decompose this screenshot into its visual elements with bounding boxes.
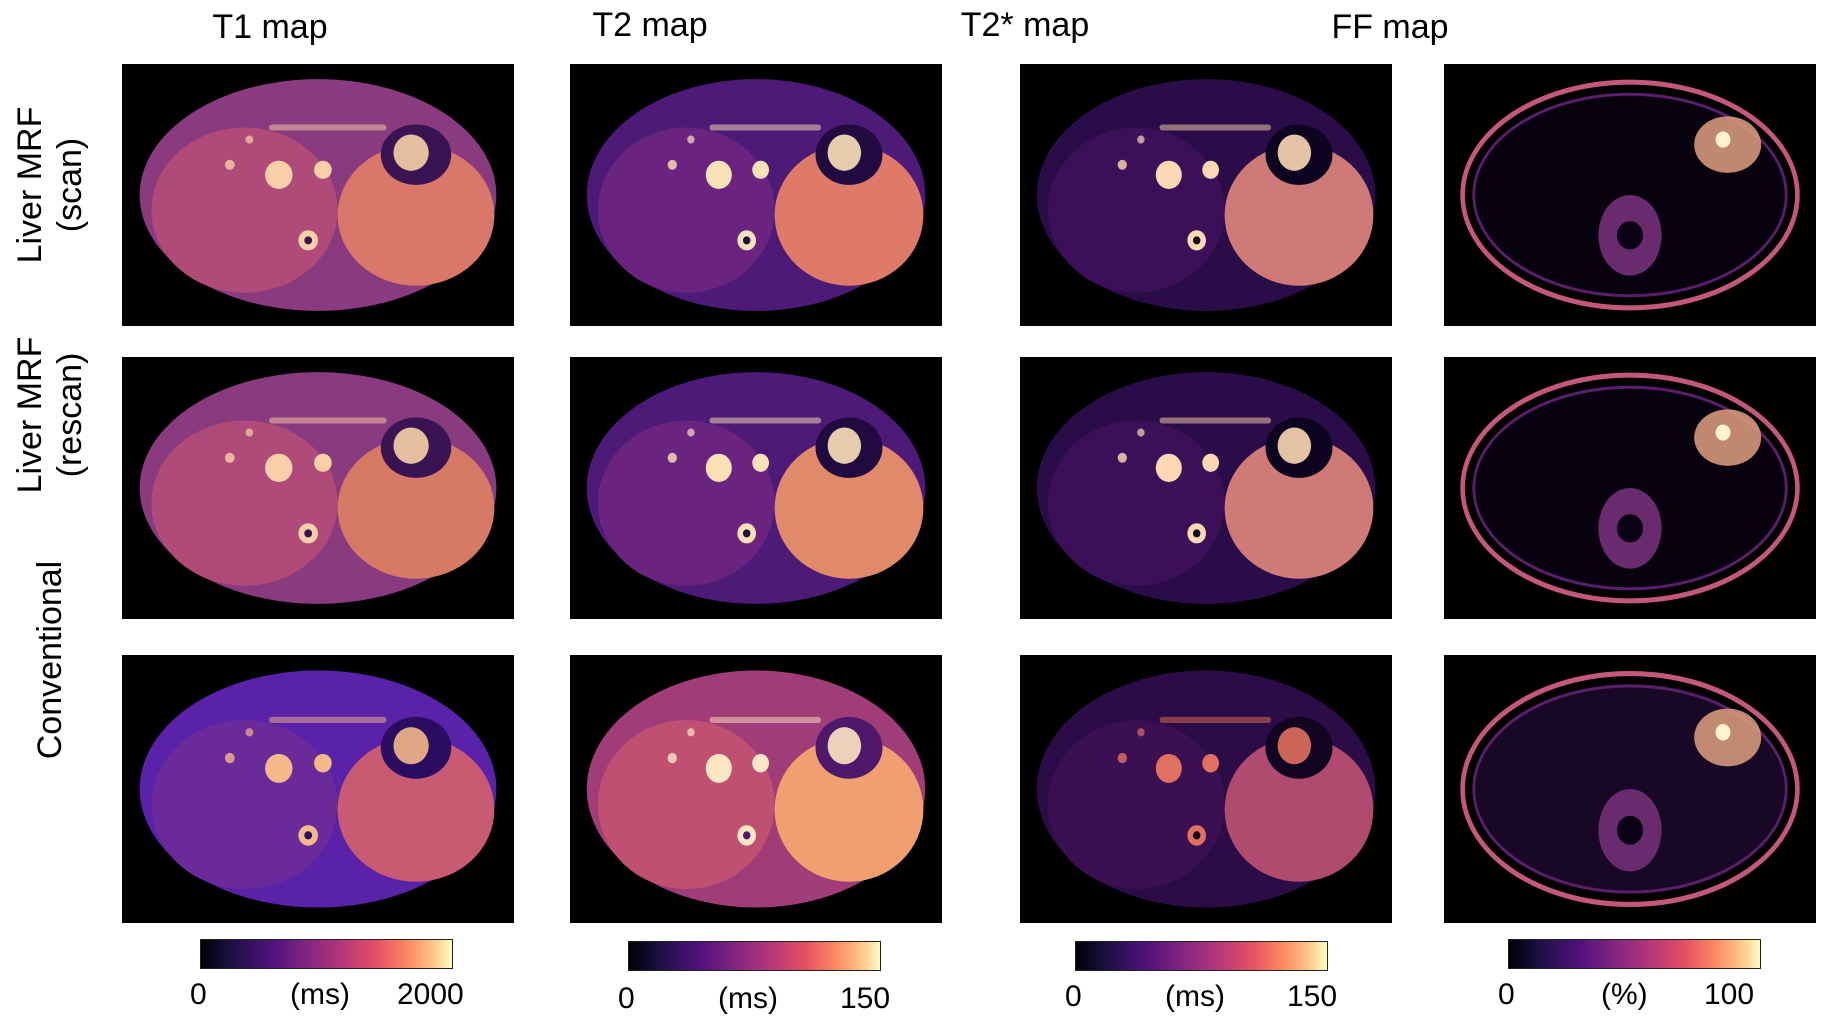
colorbar-ff [1508,939,1761,969]
image-panel-t1-scan [122,64,514,326]
column-title-t2star: T2* map [960,6,1090,44]
colorbar-t1-unit: (ms) [290,978,350,1011]
row-label-rescan: Liver MRF (rescan) [10,285,90,545]
row-label-rescan-line2: (rescan) [51,352,89,478]
column-title-t1: T1 map [212,8,328,46]
row-label-scan: Liver MRF (scan) [10,55,90,315]
colorbar-t2star-unit: (ms) [1165,980,1225,1013]
colorbar-t2-unit: (ms) [718,982,778,1015]
image-panel-t2star-rescan [1020,357,1392,619]
image-panel-t2-rescan [570,357,942,619]
colorbar-t1-min: 0 [190,978,207,1011]
column-title-t2: T2 map [592,6,708,44]
colorbar-t2star-max: 150 [1287,980,1338,1013]
row-label-conventional: Conventional [30,530,70,790]
row-label-scan-line1: Liver MRF [11,106,49,264]
row-label-rescan-line1: Liver MRF [11,336,49,494]
image-panel-t2-conventional [570,655,942,923]
colorbar-t2star-min: 0 [1065,980,1082,1013]
image-panel-ff-rescan [1444,357,1816,619]
colorbar-t2-max: 150 [840,982,891,1015]
colorbar-t1 [200,939,453,969]
image-panel-t2-scan [570,64,942,326]
image-panel-t1-conventional [122,655,514,923]
image-panel-ff-conventional [1444,655,1816,923]
column-title-ff: FF map [1331,8,1449,46]
image-panel-t1-rescan [122,357,514,619]
colorbar-t2star [1075,941,1328,971]
image-panel-t2star-scan [1020,64,1392,326]
colorbar-ff-max: 100 [1704,978,1755,1011]
image-panel-t2star-conventional [1020,655,1392,923]
colorbar-ff-unit: (%) [1601,978,1648,1011]
colorbar-t2 [628,941,881,971]
colorbar-ff-min: 0 [1498,978,1515,1011]
colorbar-t1-max: 2000 [397,978,464,1011]
colorbar-t2-min: 0 [618,982,635,1015]
row-label-conventional-line1: Conventional [31,560,69,760]
image-panel-ff-scan [1444,64,1816,326]
row-label-scan-line2: (scan) [51,137,89,233]
